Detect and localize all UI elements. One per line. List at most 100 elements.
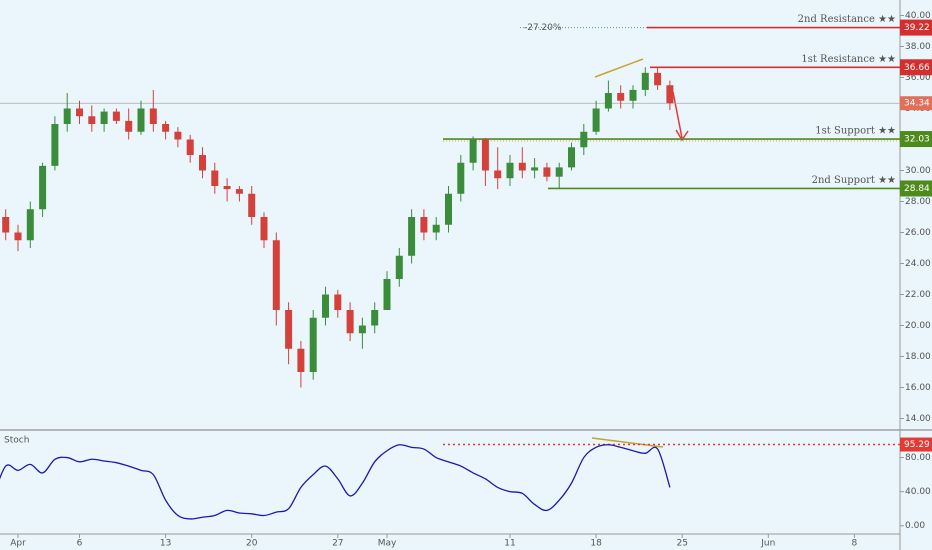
candle-body — [272, 240, 280, 310]
y-tick-label: 28.00 — [905, 197, 931, 207]
candle-body — [149, 108, 157, 124]
candle-body — [408, 217, 416, 256]
stoch-label: Stoch — [4, 436, 29, 446]
candle-body — [322, 294, 329, 318]
candle-body — [506, 162, 514, 179]
candle-body — [371, 310, 379, 326]
x-tick-label: 25 — [676, 539, 687, 549]
candle-body — [137, 108, 145, 132]
level-tag-label: 39.22 — [904, 23, 930, 33]
x-tick-label: 27 — [332, 539, 343, 549]
level-label: 1st Resistance ★★ — [801, 54, 896, 65]
trend-line — [594, 58, 644, 78]
candle-body — [494, 170, 502, 179]
candle-body — [543, 167, 551, 177]
candle-body — [199, 155, 206, 171]
candle-body — [162, 124, 170, 132]
y-tick-label: 38.00 — [905, 42, 931, 52]
candle-body — [641, 72, 649, 90]
candle-body — [88, 116, 96, 124]
level-label: 2nd Resistance ★★ — [798, 14, 896, 25]
candle-body — [112, 111, 120, 121]
candle-body — [358, 325, 366, 334]
y-tick-label: 80.00 — [905, 453, 931, 463]
candle-body — [186, 139, 194, 155]
candle-body — [2, 217, 10, 233]
candle-body — [248, 193, 256, 217]
candle-body — [63, 108, 71, 124]
candle-body — [235, 189, 243, 194]
x-tick-label: 6 — [77, 539, 83, 549]
candle-body — [39, 165, 47, 210]
candle-body — [432, 224, 440, 233]
candle-body — [395, 255, 403, 279]
y-tick-label: 22.00 — [905, 290, 931, 300]
y-tick-label: 14.00 — [905, 414, 931, 424]
candle-body — [654, 72, 662, 86]
candle-body — [76, 108, 83, 117]
candle-body — [309, 317, 317, 372]
y-tick-label: 40.00 — [905, 11, 931, 21]
candle-body — [445, 193, 452, 225]
level-label: 2nd Support ★★ — [812, 175, 896, 186]
candle-body — [580, 131, 588, 148]
x-tick-label: Jun — [760, 539, 775, 549]
candle-body — [334, 294, 342, 310]
candle-body — [469, 139, 477, 163]
x-tick-label: 13 — [160, 539, 171, 549]
x-tick-label: Apr — [10, 539, 26, 549]
candle-body — [14, 232, 22, 241]
level-tag-label: 36.66 — [904, 63, 930, 73]
candle-body — [555, 167, 563, 177]
y-tick-label: 18.00 — [905, 352, 931, 362]
candle-body — [592, 108, 600, 132]
candle-body — [383, 279, 391, 310]
candle-body — [260, 217, 268, 241]
candle-body — [518, 162, 526, 171]
candle-body — [666, 85, 674, 104]
candle-body — [297, 348, 305, 372]
x-tick-label: 8 — [852, 539, 858, 549]
candle-body — [617, 93, 625, 101]
level-label: 1st Support ★★ — [815, 126, 896, 137]
level-tag-label: 28.84 — [904, 184, 930, 194]
candle-body — [481, 139, 489, 171]
candle-body — [457, 162, 465, 194]
y-tick-label: 24.00 — [905, 259, 931, 269]
x-tick-label: 18 — [590, 539, 602, 549]
candle-body — [568, 147, 575, 168]
level-tag — [900, 180, 932, 197]
candle-body — [174, 131, 182, 140]
candle-body — [26, 209, 34, 241]
level-tag — [900, 19, 932, 36]
candle-body — [51, 124, 59, 166]
y-tick-label: 30.00 — [905, 166, 931, 176]
stoch-tag-label: 95.29 — [904, 440, 930, 450]
arrow — [672, 91, 689, 142]
y-tick-label: 26.00 — [905, 228, 931, 238]
level-tag — [900, 59, 932, 76]
candle-body — [285, 310, 293, 349]
candle-body — [211, 170, 219, 186]
candle-body — [604, 93, 612, 109]
y-tick-label: 40.00 — [905, 487, 931, 497]
y-tick-label: 0.00 — [905, 521, 925, 531]
candle-body — [223, 186, 231, 190]
price-tag — [900, 96, 932, 111]
candle-body — [346, 310, 354, 334]
trend-line — [591, 437, 664, 448]
candle-body — [100, 111, 108, 124]
level-tag — [900, 131, 932, 148]
candle-body — [420, 217, 428, 233]
candle-body — [125, 120, 133, 132]
candle-body — [629, 89, 637, 101]
y-tick-label: 16.00 — [905, 383, 931, 393]
x-tick-label: 11 — [504, 539, 515, 549]
fib-label: -27.20% — [524, 23, 562, 33]
price-tag-label: 34.34 — [904, 99, 930, 109]
candle-body — [531, 167, 539, 171]
stoch-tag — [900, 437, 932, 452]
y-tick-label: 20.00 — [905, 321, 931, 331]
